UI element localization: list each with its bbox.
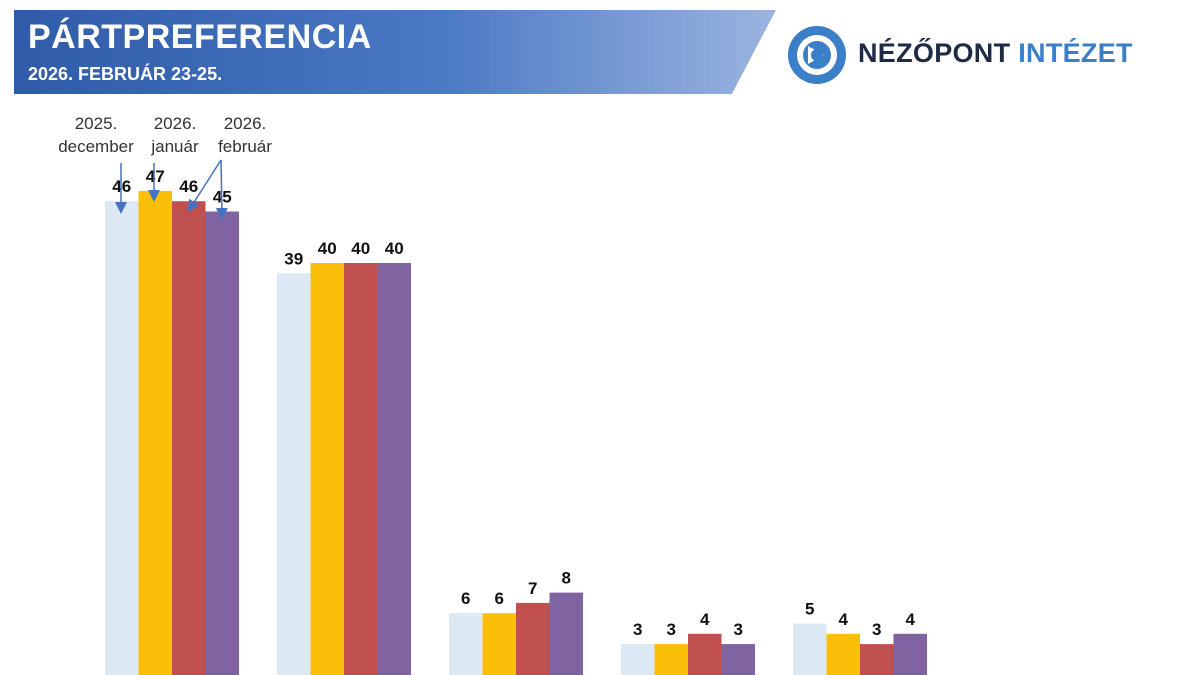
bar-series3-group4 — [893, 633, 927, 675]
nezopont-logo-icon — [788, 26, 846, 84]
value-label-series2-group1: 40 — [351, 239, 370, 258]
logo: NÉZŐPONT INTÉZET — [786, 24, 1186, 84]
value-label-series1-group1: 40 — [318, 239, 337, 258]
value-label-series1-group2: 6 — [495, 589, 504, 608]
legend-label-februar-line2: február — [218, 137, 272, 156]
value-label-series0-group2: 6 — [461, 589, 470, 608]
value-label-series1-group4: 4 — [839, 610, 849, 629]
bar-series1-group0 — [138, 190, 172, 675]
bar-series2-group2 — [516, 602, 550, 675]
value-label-series3-group1: 40 — [385, 239, 404, 258]
bar-series1-group4 — [826, 633, 860, 675]
value-labels-layer: 4639635474063446407434540834 — [112, 167, 915, 639]
bar-series3-group0 — [205, 211, 239, 675]
bar-series1-group1 — [310, 263, 344, 675]
page-subtitle: 2026. FEBRUÁR 23-25. — [28, 64, 223, 84]
bar-series3-group3 — [721, 644, 755, 675]
legend-label-januar-line1: 2026. — [153, 114, 197, 133]
value-label-series2-group2: 7 — [528, 579, 537, 598]
bar-series2-group1 — [344, 263, 378, 675]
legend-label-januar-line2: január — [151, 137, 199, 156]
page-title: PÁRTPREFERENCIA — [28, 18, 372, 56]
bar-series1-group2 — [482, 613, 516, 675]
legend-label-februar-line1: 2026. — [223, 114, 267, 133]
value-label-series0-group1: 39 — [284, 249, 303, 268]
value-label-series3-group2: 8 — [562, 569, 571, 588]
value-label-series0-group4: 5 — [805, 600, 814, 619]
legend-label-februar: 2026. február — [185, 112, 305, 158]
legend-label-december: 2025. december — [36, 112, 156, 158]
value-label-series1-group0: 47 — [146, 167, 165, 186]
bar-series0-group0 — [105, 201, 139, 675]
legend-label-december-line2: december — [58, 137, 134, 156]
bar-series1-group3 — [654, 644, 688, 675]
value-label-series1-group3: 3 — [667, 620, 676, 639]
value-label-series2-group3: 4 — [700, 610, 710, 629]
logo-word-intezet: INTÉZET — [1018, 38, 1133, 68]
bar-series2-group0 — [172, 201, 206, 675]
value-label-series2-group4: 3 — [872, 620, 881, 639]
value-label-series2-group0: 46 — [179, 177, 198, 196]
bar-series0-group3 — [621, 644, 655, 675]
legend-label-december-line1: 2025. — [74, 114, 118, 133]
bar-series0-group2 — [449, 613, 483, 675]
bar-series3-group2 — [549, 592, 583, 675]
bars-layer — [105, 190, 927, 675]
bar-series2-group3 — [688, 633, 722, 675]
legend-label-januar: 2026. január — [115, 112, 235, 158]
logo-text: NÉZŐPONT INTÉZET — [858, 38, 1133, 69]
bar-series0-group4 — [793, 623, 827, 675]
arrow-februar-purple — [215, 159, 228, 220]
bar-series0-group1 — [277, 273, 311, 675]
header-banner: PÁRTPREFERENCIA 2026. FEBRUÁR 23-25. — [0, 0, 1200, 96]
banner-background — [14, 10, 776, 94]
value-label-series3-group4: 4 — [906, 610, 916, 629]
legend-arrows — [115, 159, 228, 220]
arrow-februar-red — [187, 159, 222, 213]
bar-series2-group4 — [860, 644, 894, 675]
value-label-series0-group3: 3 — [633, 620, 642, 639]
value-label-series3-group3: 3 — [734, 620, 743, 639]
bar-series3-group1 — [377, 263, 411, 675]
logo-word-nezopont: NÉZŐPONT — [858, 38, 1011, 68]
